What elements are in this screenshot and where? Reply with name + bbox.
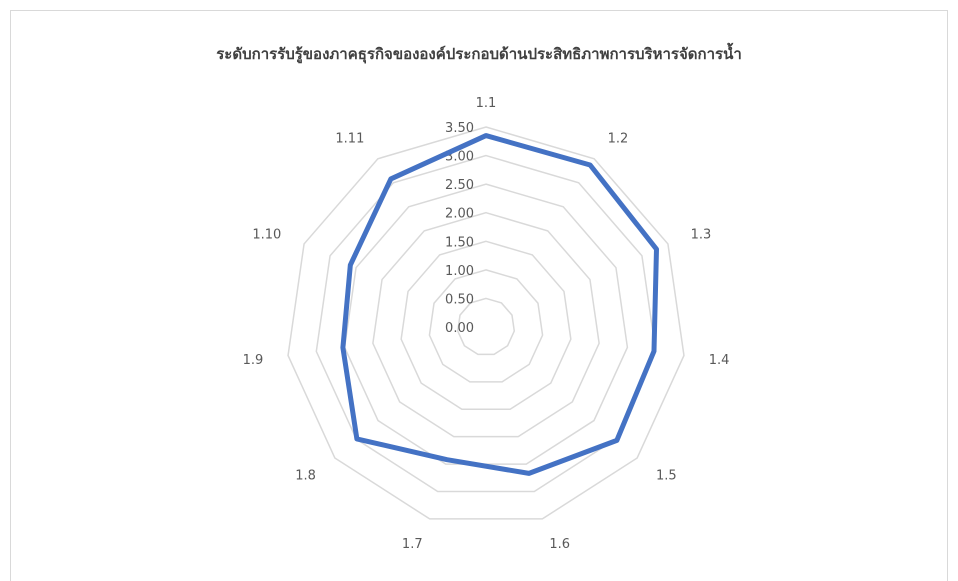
grid-ring — [456, 297, 516, 356]
chart-frame — [10, 10, 948, 581]
tick-label: 0.50 — [445, 292, 474, 307]
radar-grid — [287, 126, 685, 520]
tick-label: 1.00 — [445, 264, 474, 279]
tick-label: 1.50 — [445, 235, 474, 250]
grid-ring — [287, 126, 685, 520]
chart-title: ระดับการรับรู้ของภาคธุรกิจขององค์ประกอบด… — [216, 45, 742, 63]
category-label: 1.10 — [252, 228, 281, 243]
category-label: 1.7 — [402, 537, 423, 552]
category-label: 1.1 — [476, 96, 497, 111]
grid-ring — [372, 211, 600, 438]
category-label: 1.9 — [243, 353, 264, 368]
radial-tick-labels: 0.000.501.001.502.002.503.003.50 — [445, 121, 474, 336]
category-label: 1.11 — [335, 132, 364, 147]
tick-label: 0.00 — [445, 321, 474, 336]
grid-ring — [400, 240, 572, 410]
grid-ring — [315, 154, 657, 493]
series-line — [340, 133, 659, 476]
category-label: 1.6 — [549, 537, 570, 552]
grid-ring — [428, 269, 544, 383]
tick-label: 2.00 — [445, 207, 474, 222]
category-label: 1.3 — [691, 228, 712, 243]
tick-label: 3.50 — [445, 121, 474, 136]
tick-label: 2.50 — [445, 178, 474, 193]
grid-ring — [343, 183, 629, 465]
category-label: 1.4 — [709, 353, 730, 368]
category-label: 1.2 — [608, 132, 629, 147]
category-label: 1.8 — [295, 468, 316, 483]
category-labels: 1.1 1.2 1.3 1.4 1.5 1.6 1.7 1.8 1.9 1.10 1.11 — [243, 96, 730, 552]
category-label: 1.5 — [656, 468, 677, 483]
series-layer — [340, 133, 659, 476]
